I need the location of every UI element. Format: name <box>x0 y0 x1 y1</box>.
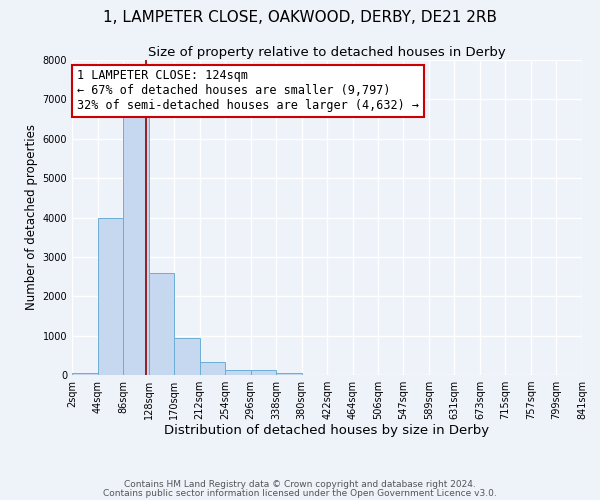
Y-axis label: Number of detached properties: Number of detached properties <box>25 124 38 310</box>
X-axis label: Distribution of detached houses by size in Derby: Distribution of detached houses by size … <box>164 424 490 436</box>
Bar <box>123 115 149 375</box>
Bar <box>149 272 174 375</box>
Bar <box>276 373 302 375</box>
Bar <box>98 218 123 375</box>
Text: 1, LAMPETER CLOSE, OAKWOOD, DERBY, DE21 2RB: 1, LAMPETER CLOSE, OAKWOOD, DERBY, DE21 … <box>103 10 497 25</box>
Bar <box>251 370 276 375</box>
Text: Contains HM Land Registry data © Crown copyright and database right 2024.: Contains HM Land Registry data © Crown c… <box>124 480 476 489</box>
Bar <box>200 362 225 375</box>
Text: 1 LAMPETER CLOSE: 124sqm
← 67% of detached houses are smaller (9,797)
32% of sem: 1 LAMPETER CLOSE: 124sqm ← 67% of detach… <box>77 70 419 112</box>
Title: Size of property relative to detached houses in Derby: Size of property relative to detached ho… <box>148 46 506 59</box>
Text: Contains public sector information licensed under the Open Government Licence v3: Contains public sector information licen… <box>103 489 497 498</box>
Bar <box>72 373 98 375</box>
Bar <box>225 370 251 375</box>
Bar <box>174 338 200 375</box>
